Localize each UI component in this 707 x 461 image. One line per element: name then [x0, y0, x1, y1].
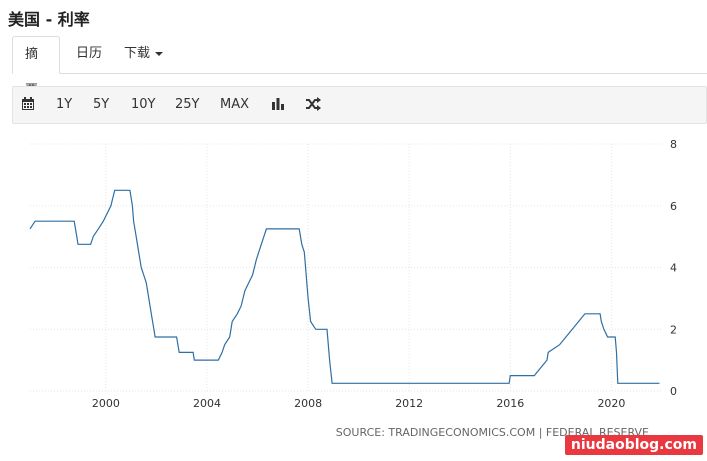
range-5y-button[interactable]: 5Y [93, 97, 110, 112]
watermark: niudaoblog.com [564, 435, 703, 455]
range-25y-button[interactable]: 25Y [175, 97, 200, 112]
tab-summary[interactable]: 摘要 [12, 36, 60, 98]
y-tick-label: 0 [670, 385, 677, 398]
shuffle-icon[interactable] [305, 97, 321, 117]
tab-download[interactable]: 下载 [112, 36, 175, 74]
page-title: 美国 - 利率 [8, 10, 90, 29]
y-axis: 0 2 4 6 8 [670, 138, 677, 398]
x-tick-label: 2020 [597, 397, 625, 410]
x-tick-label: 2000 [92, 397, 120, 410]
x-tick-label: 2016 [496, 397, 524, 410]
range-10y-button[interactable]: 10Y [131, 97, 156, 112]
y-tick-label: 4 [670, 262, 677, 275]
chart-grid [30, 143, 662, 392]
tab-download-label: 下载 [124, 46, 151, 61]
tab-calendar-label: 日历 [76, 46, 103, 61]
x-tick-label: 2004 [193, 397, 221, 410]
x-tick-label: 2012 [395, 397, 423, 410]
tab-calendar[interactable]: 日历 [64, 36, 114, 74]
tab-bar: 摘要 日历 下载 [12, 36, 707, 98]
caret-down-icon [155, 51, 164, 56]
x-tick-label: 2008 [294, 397, 322, 410]
interest-rate-line [29, 189, 660, 384]
x-axis: 2000 2004 2008 2012 2016 2020 [92, 397, 626, 410]
y-tick-label: 8 [670, 138, 677, 151]
range-max-button[interactable]: MAX [220, 97, 250, 112]
bar-chart-icon[interactable] [271, 97, 285, 117]
y-tick-label: 6 [670, 200, 677, 213]
calendar-icon[interactable] [21, 97, 35, 117]
chart-toolbar: 1Y 5Y 10Y 25Y MAX [12, 86, 707, 124]
y-tick-label: 2 [670, 323, 677, 336]
range-1y-button[interactable]: 1Y [56, 97, 73, 112]
